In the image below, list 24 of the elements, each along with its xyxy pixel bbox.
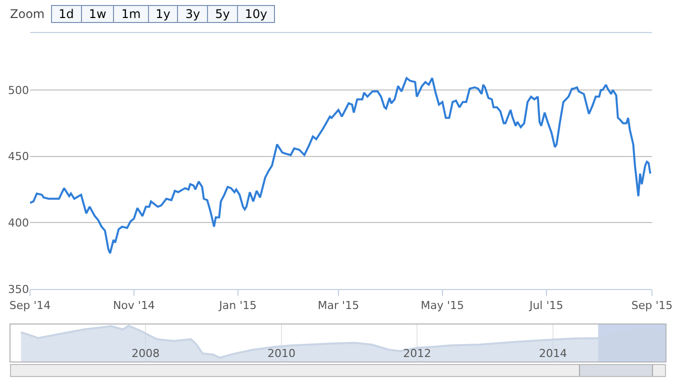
x-tick-label: 2014 (539, 346, 568, 360)
text: 1m (113, 5, 149, 23)
x-tick-label: Sep '15 (631, 299, 673, 312)
x-tick-label: Mar '15 (318, 299, 360, 312)
x-tick-label: 2012 (403, 346, 432, 360)
text: 3y (177, 5, 208, 23)
x-tick-label: Jan '15 (218, 299, 257, 312)
x-tick-label: May '15 (420, 299, 464, 312)
text: 1w (80, 5, 114, 23)
x-tick-label: Sep '14 (9, 299, 51, 312)
x-tick-label: 2010 (268, 346, 296, 360)
text: 1d (50, 5, 82, 23)
x-tick-label: Jul '15 (528, 299, 564, 312)
text: 10y (236, 5, 276, 23)
y-tick-label: 400 (8, 216, 29, 230)
y-tick-label: 500 (8, 84, 29, 97)
y-tick-label: 350 (8, 282, 29, 296)
text: 5y (207, 5, 238, 23)
x-tick-label: 2008 (132, 346, 160, 360)
line-series (30, 77, 652, 254)
x-tick-label: Nov '14 (112, 299, 155, 312)
text: Zoom (10, 7, 45, 21)
y-tick-label: 450 (8, 150, 29, 164)
text: 1y (148, 5, 178, 23)
